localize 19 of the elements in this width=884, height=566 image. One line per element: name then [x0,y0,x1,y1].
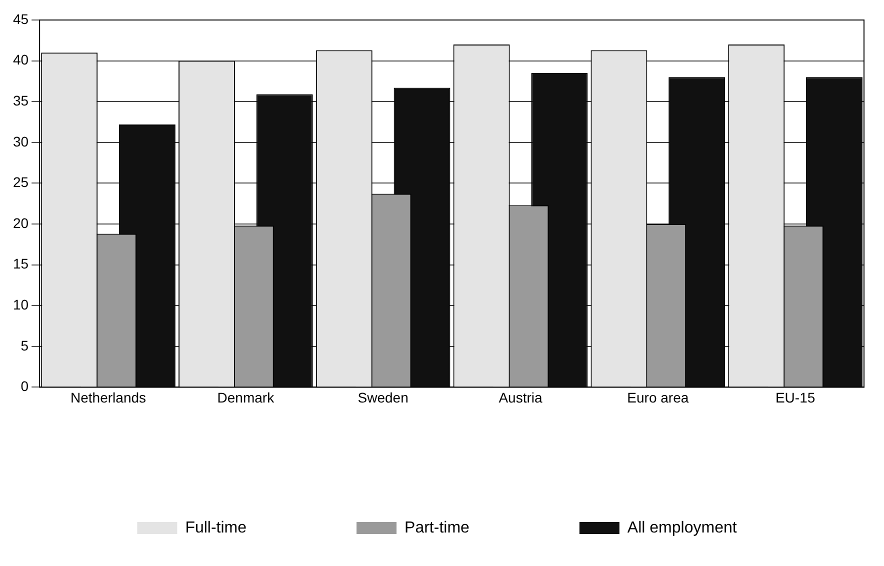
y-tick-label: 0 [20,378,29,394]
y-tick-label: 10 [12,296,29,312]
x-tick-label: Sweden [358,389,408,406]
y-tick-label: 30 [12,133,29,150]
legend-label: Full-time [185,519,247,536]
y-tick-label: 15 [12,256,29,272]
x-tick-label: Euro area [627,389,689,406]
legend-label: All employment [627,519,738,536]
y-tick-label: 25 [12,174,29,190]
x-tick-label: Denmark [217,389,276,406]
y-tick-label: 20 [12,214,29,231]
x-tick-label: Austria [498,389,542,406]
y-tick-label: 45 [12,10,29,27]
y-tick-label: 40 [12,52,29,68]
x-tick-label: EU-15 [775,389,816,406]
x-tick-label: Netherlands [70,389,146,406]
y-tick-label: 35 [12,92,29,108]
y-tick-label: 5 [20,337,29,354]
legend-label: Part-time [404,519,470,536]
